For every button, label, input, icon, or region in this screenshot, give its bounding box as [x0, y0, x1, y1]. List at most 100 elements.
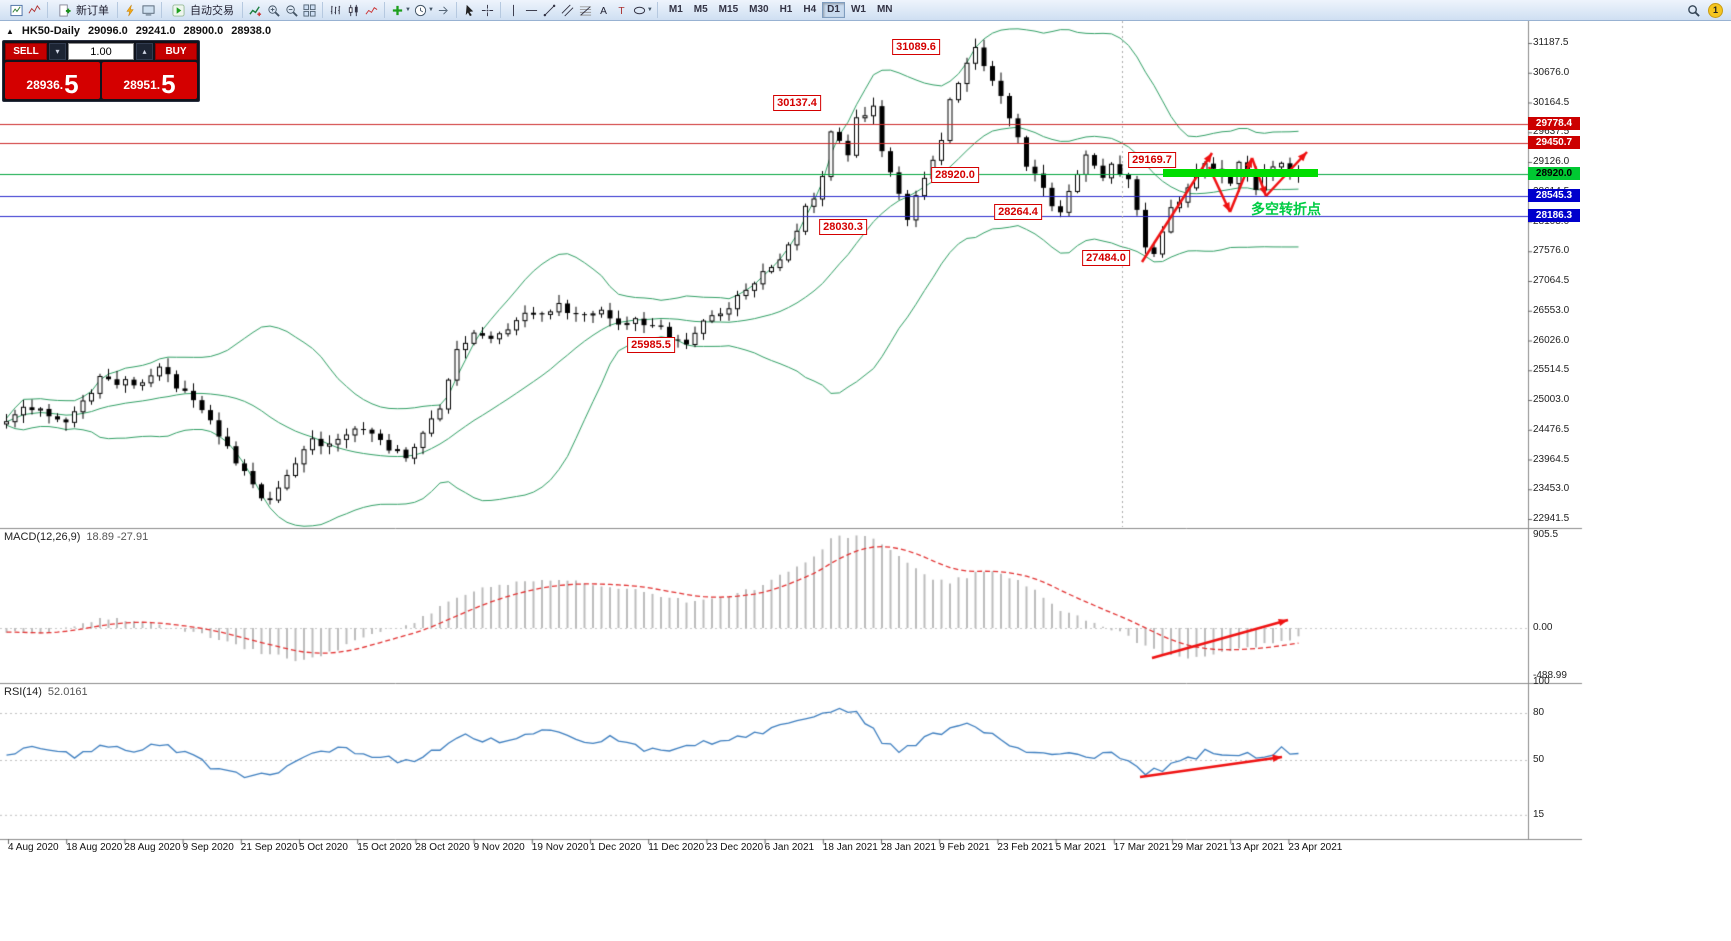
- cursor-icon[interactable]: [461, 2, 478, 18]
- autotrade-play-icon[interactable]: [170, 2, 187, 18]
- date-label: 23 Feb 2021: [997, 842, 1054, 853]
- buy-button[interactable]: BUY: [155, 43, 197, 60]
- lot-input[interactable]: [68, 43, 134, 60]
- vertical-line-icon[interactable]: [505, 2, 522, 18]
- timeframe-button-D1[interactable]: D1: [822, 2, 845, 18]
- timeframe-button-M30[interactable]: M30: [744, 2, 773, 18]
- collapse-icon[interactable]: ▲: [6, 26, 14, 36]
- main-toolbar: 新订单 自动交易 ▼ ▼ A T ▼ M1 M5 M15 M30 H1 H4 D1 W1 MN 1: [0, 0, 1731, 21]
- price-callout[interactable]: 31089.6: [892, 39, 940, 55]
- toolbar-group: [118, 2, 162, 18]
- notification-badge[interactable]: 1: [1708, 2, 1723, 18]
- date-label: 18 Jan 2021: [822, 842, 878, 853]
- date-label: 19 Nov 2020: [531, 842, 589, 853]
- date-label: 17 Mar 2021: [1113, 842, 1170, 853]
- candlestick-chart-icon[interactable]: [345, 2, 362, 18]
- price-axis-label: 31187.5: [1533, 37, 1569, 48]
- buy-price-pips: 5: [161, 69, 176, 99]
- tick-chart-icon[interactable]: [26, 2, 43, 18]
- macd-axis-label: 0.00: [1533, 622, 1553, 633]
- autotrade-button[interactable]: 自动交易: [166, 1, 238, 19]
- price-callout[interactable]: 28920.0: [931, 167, 979, 183]
- equidistant-channel-icon[interactable]: [559, 2, 576, 18]
- shapes-dropdown[interactable]: ▼: [646, 7, 653, 13]
- price-axis-label: 26553.0: [1533, 304, 1570, 316]
- toolbar-group: [4, 2, 48, 18]
- clock-dropdown[interactable]: ▼: [427, 7, 434, 13]
- autotrade-button-label: 自动交易: [190, 5, 234, 17]
- date-label: 9 Sep 2020: [182, 842, 234, 853]
- price-line-tag[interactable]: 28920.0: [1528, 167, 1580, 180]
- lightning-icon[interactable]: [122, 2, 139, 18]
- shapes-icon[interactable]: [631, 2, 648, 18]
- date-label: 23 Apr 2021: [1288, 842, 1343, 853]
- new-order-button[interactable]: 新订单: [52, 1, 113, 19]
- zoom-in-icon[interactable]: [265, 2, 282, 18]
- new-order-icon[interactable]: [56, 2, 73, 18]
- date-label: 23 Dec 2020: [706, 842, 764, 853]
- date-label: 6 Jan 2021: [764, 842, 815, 853]
- add-indicator-dropdown[interactable]: ▼: [405, 7, 411, 13]
- price-axis-label: 27576.0: [1533, 245, 1570, 257]
- timeframe-button-M1[interactable]: M1: [664, 2, 688, 18]
- rsi-axis-label: 100: [1533, 676, 1550, 687]
- add-indicator-icon[interactable]: [389, 2, 406, 18]
- price-axis-label: 26026.0: [1533, 334, 1570, 346]
- timeframe-button-H1[interactable]: H1: [775, 2, 798, 18]
- date-label: 5 Mar 2021: [1055, 842, 1107, 853]
- svg-text:T: T: [618, 6, 624, 17]
- support-zone[interactable]: [1163, 169, 1318, 177]
- macd-values: 18.89 -27.91: [86, 531, 149, 543]
- chart-window-icon[interactable]: [8, 2, 25, 18]
- price-callout[interactable]: 25985.5: [627, 337, 675, 353]
- text-label-icon[interactable]: T: [613, 2, 630, 18]
- date-label: 21 Sep 2020: [240, 842, 298, 853]
- price-callout[interactable]: 28030.3: [819, 219, 867, 235]
- timeframe-toolbar: M1 M5 M15 M30 H1 H4 D1 W1 MN: [658, 2, 904, 18]
- lot-increase-button[interactable]: ▴: [136, 43, 153, 60]
- sell-price-pips: 5: [64, 69, 79, 99]
- timeframe-button-W1[interactable]: W1: [846, 2, 871, 18]
- chart-shift-icon[interactable]: [435, 2, 452, 18]
- toolbar-group: 自动交易: [162, 2, 243, 18]
- price-callout[interactable]: 28264.4: [994, 204, 1042, 220]
- macd-indicator-label: MACD(12,26,9) 18.89 -27.91: [4, 531, 148, 543]
- timeframe-button-M5[interactable]: M5: [689, 2, 713, 18]
- tile-windows-icon[interactable]: [301, 2, 318, 18]
- line-chart-icon[interactable]: [363, 2, 380, 18]
- sell-button[interactable]: SELL: [5, 43, 47, 60]
- bar-chart-icon[interactable]: [327, 2, 344, 18]
- price-callout[interactable]: 29169.7: [1128, 152, 1176, 168]
- price-line-tag[interactable]: 28186.3: [1528, 209, 1580, 222]
- toolbar-group: ▼ ▼: [385, 2, 457, 18]
- clock-icon[interactable]: [412, 2, 429, 18]
- price-callout[interactable]: 27484.0: [1082, 250, 1130, 266]
- date-label: 28 Jan 2021: [881, 842, 937, 853]
- price-line-tag[interactable]: 29778.4: [1528, 117, 1580, 130]
- timeframe-button-MN[interactable]: MN: [872, 2, 898, 18]
- timeframe-button-H4[interactable]: H4: [798, 2, 821, 18]
- indicators-icon[interactable]: [247, 2, 264, 18]
- rsi-name: RSI(14): [4, 686, 42, 698]
- macd-axis-label: 905.5: [1533, 529, 1559, 540]
- timeframe-button-M15[interactable]: M15: [714, 2, 743, 18]
- fibonacci-icon[interactable]: [577, 2, 594, 18]
- toolbar-group: 新订单: [48, 2, 118, 18]
- price-line-tag[interactable]: 29450.7: [1528, 136, 1580, 149]
- zoom-out-icon[interactable]: [283, 2, 300, 18]
- rsi-axis-label: 80: [1533, 707, 1545, 718]
- sell-price-button[interactable]: 28936. 5: [5, 62, 100, 99]
- trendline-icon[interactable]: [541, 2, 558, 18]
- buy-price-button[interactable]: 28951. 5: [102, 62, 197, 99]
- text-icon[interactable]: A: [595, 2, 612, 18]
- crosshair-icon[interactable]: [479, 2, 496, 18]
- price-line-tag[interactable]: 28545.3: [1528, 189, 1580, 202]
- terminal-icon[interactable]: [140, 2, 157, 18]
- magnifier-icon[interactable]: [1685, 2, 1702, 18]
- lot-decrease-button[interactable]: ▾: [49, 43, 66, 60]
- turning-point-note[interactable]: 多空转折点: [1251, 201, 1321, 217]
- price-callout[interactable]: 30137.4: [773, 95, 821, 111]
- horizontal-line-icon[interactable]: [523, 2, 540, 18]
